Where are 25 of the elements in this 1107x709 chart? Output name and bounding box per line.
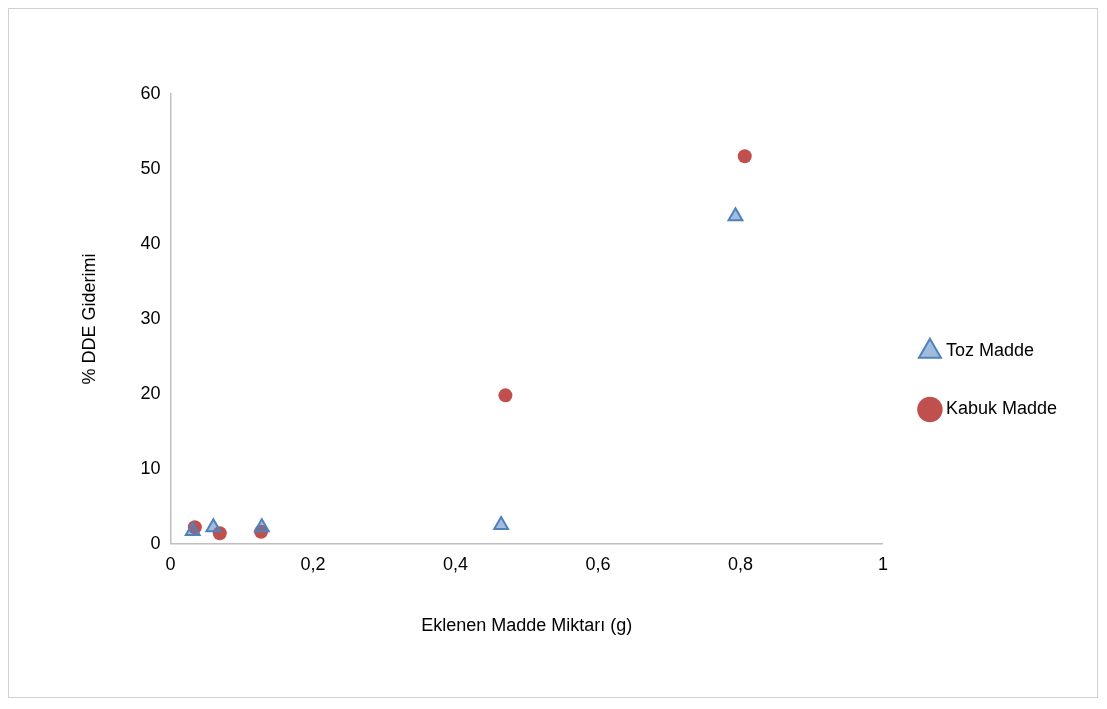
x-tick-label: 0,4	[443, 553, 469, 574]
y-tick-label: 30	[140, 307, 161, 328]
x-tick-label: 0,8	[727, 553, 753, 574]
y-axis-title: % DDE Giderimi	[78, 253, 99, 385]
x-tick-label: 0,6	[585, 553, 611, 574]
point	[205, 518, 222, 533]
point	[253, 518, 270, 533]
x-tick-label: 0	[165, 553, 176, 574]
y-tick-label: 40	[140, 232, 161, 253]
y-tick-label: 20	[140, 382, 161, 403]
point	[737, 149, 752, 164]
x-axis-title: Eklenen Madde Miktarı (g)	[421, 615, 633, 636]
y-tick-label: 60	[140, 82, 161, 103]
legend-label: Kabuk Madde	[945, 398, 1057, 419]
x-tick-label: 1	[877, 553, 888, 574]
point	[493, 516, 510, 531]
point	[498, 388, 513, 403]
legend-label: Toz Madde	[945, 340, 1034, 361]
y-tick-label: 10	[140, 457, 161, 478]
point	[254, 524, 269, 539]
x-tick-label: 0,2	[300, 553, 326, 574]
y-tick-label: 50	[140, 157, 161, 178]
y-tick-label: 0	[150, 532, 161, 553]
point	[727, 207, 744, 222]
point	[212, 526, 227, 541]
